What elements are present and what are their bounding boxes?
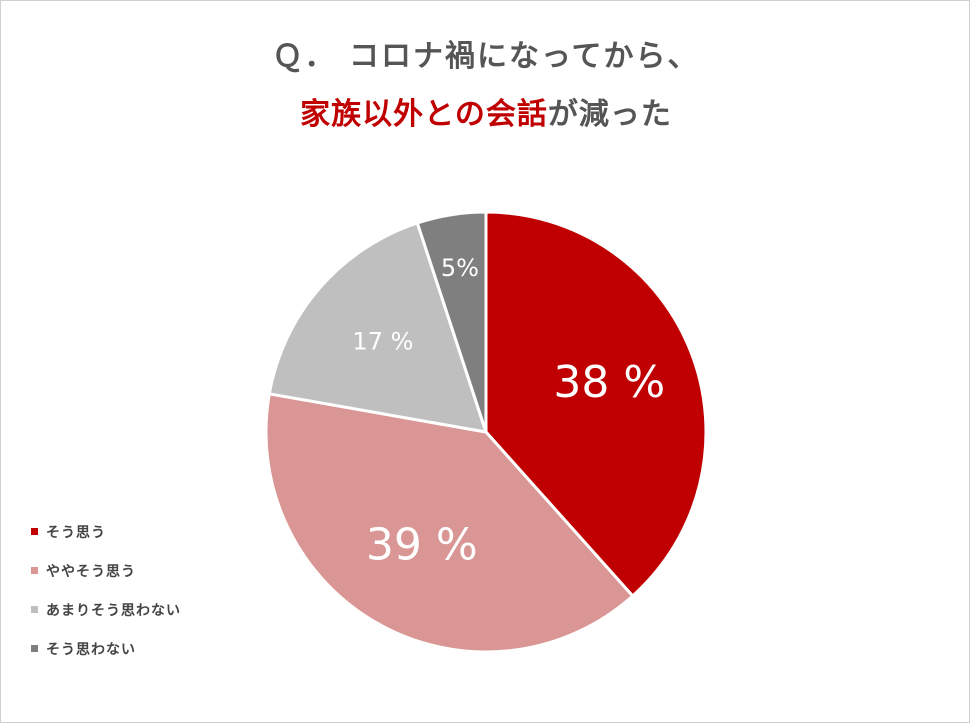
chart-title-highlight: 家族以外との会話 (300, 97, 548, 132)
legend-swatch (31, 606, 38, 613)
legend-item: そう思わない (31, 629, 181, 668)
pie-slice (484, 210, 708, 599)
legend-label: そう思う (46, 524, 106, 541)
legend-item: そう思う (31, 512, 181, 551)
legend-item: ややそう思う (31, 551, 181, 590)
legend-swatch (31, 645, 38, 652)
legend-label: ややそう思う (46, 563, 136, 580)
chart-title-line1: Ｑ． コロナ禍になってから、 (272, 39, 700, 74)
pie-slice-label: 39 % (366, 519, 478, 570)
pie-slice (415, 210, 488, 433)
legend-item: あまりそう思わない (31, 590, 181, 629)
pie-slice (267, 221, 489, 434)
pie-slice-label: 5% (441, 254, 479, 282)
pie-slices (264, 210, 708, 654)
pie-slice-label: 38 % (553, 357, 665, 408)
chart-title-line2: 家族以外との会話が減った (1, 89, 969, 133)
pie-labels: 38 % 39 % 17 % 5% (352, 254, 665, 570)
legend-swatch (31, 567, 38, 574)
legend: そう思うややそう思うあまりそう思わない そう思わない (31, 512, 181, 668)
legend-label: あまりそう思わない (46, 602, 181, 619)
pie-slice-label: 17 % (352, 328, 413, 356)
chart-title-rest: が減った (547, 97, 672, 132)
legend-swatch (31, 528, 38, 535)
legend-label: そう思わない (46, 641, 136, 658)
pie-slice (264, 392, 635, 654)
